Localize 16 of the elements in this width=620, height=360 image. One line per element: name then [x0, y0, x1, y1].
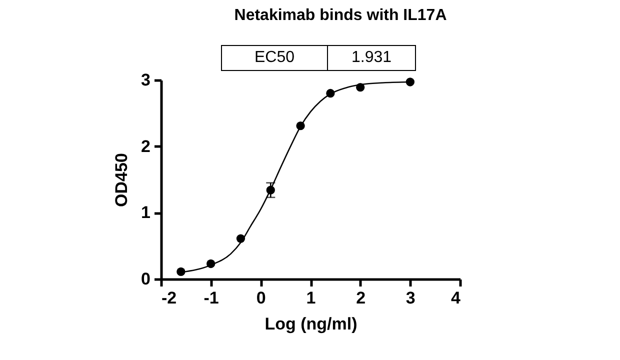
- ec50-table: EC50 1.931: [221, 45, 416, 71]
- y-tick-label: 1: [141, 203, 150, 222]
- chart-title: Netakimab binds with IL17A: [234, 7, 448, 24]
- point: [406, 78, 414, 86]
- x-tick-label: 0: [256, 288, 266, 308]
- x-tick-label: -2: [162, 288, 177, 308]
- x-tick-label: 3: [406, 288, 416, 308]
- x-tick-label: 4: [451, 288, 462, 308]
- x-tick-label: 1: [306, 288, 316, 308]
- y-tick-label: 2: [141, 136, 150, 156]
- x-tick-label: 2: [356, 288, 366, 308]
- y-tick-label: 0: [141, 270, 150, 288]
- y-axis-title: OD450: [112, 153, 132, 207]
- x-tick-label: -1: [204, 288, 219, 308]
- x-axis-title: Log (ng/ml): [264, 314, 358, 334]
- y-tick-label: 3: [141, 70, 150, 90]
